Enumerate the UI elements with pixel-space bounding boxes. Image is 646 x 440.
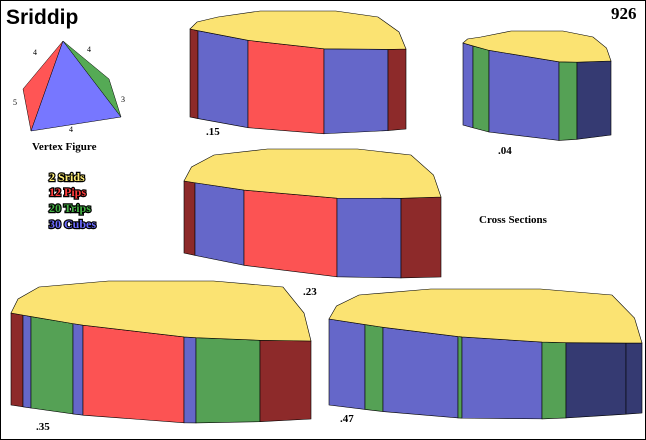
prism-top-face [183, 148, 442, 199]
section-label: .04 [498, 145, 512, 157]
prism-side-face [72, 323, 84, 416]
cross-section-015 [189, 10, 407, 135]
prism-side-face [22, 314, 32, 409]
vertex-edge-label: 4 [33, 48, 37, 57]
prism-side-face [457, 336, 463, 419]
section-label: .35 [36, 421, 50, 433]
prism-side-face [194, 182, 245, 266]
prism-side-face [259, 340, 312, 423]
prism-side-face [243, 189, 338, 278]
figure-title: Sriddip [6, 6, 78, 29]
prism-top-face [328, 288, 643, 344]
figure-number: 926 [611, 4, 637, 23]
cross-section-047 [328, 288, 643, 420]
section-label: .23 [303, 286, 317, 298]
prism-side-face [400, 196, 442, 279]
prism-side-face [336, 197, 402, 279]
legend-item-pips: 12 Pips [49, 185, 86, 199]
prism-side-face [183, 180, 196, 256]
prism-side-face [328, 318, 366, 410]
prism-side-face [576, 60, 612, 140]
section-label: .47 [340, 413, 354, 425]
vertex-face-green [62, 40, 122, 118]
prism-top-face [189, 10, 407, 50]
vertex-figure: 4 4 3 4 5 [13, 40, 125, 134]
prism-side-face [197, 30, 249, 129]
section-label: .15 [206, 126, 220, 138]
prism-top-face [10, 280, 312, 342]
legend-item-cubes: 30 Cubes [49, 217, 96, 231]
prism-side-face [488, 50, 560, 141]
legend: 2 Srids 12 Pips 20 Trips 30 Cubes [48, 169, 98, 232]
vertex-edge-label: 4 [69, 125, 73, 134]
prism-side-face [183, 336, 197, 424]
prism-side-face [558, 61, 578, 141]
vertex-edge-label: 4 [87, 45, 91, 54]
cross-section-035 [10, 280, 312, 424]
prism-side-face [387, 48, 407, 131]
vertex-figure-label: Vertex Figure [32, 141, 97, 153]
prism-side-face [461, 336, 543, 420]
prism-side-face [323, 48, 389, 135]
cross-sections-label: Cross Sections [479, 214, 548, 226]
prism-side-face [247, 40, 325, 135]
legend-item-trips: 20 Trips [49, 201, 91, 215]
legend-item-srids: 2 Srids [49, 170, 85, 184]
prism-side-face [364, 324, 384, 412]
cross-section-004 [462, 30, 612, 141]
prism-side-face [195, 337, 261, 424]
prism-side-face [189, 28, 199, 119]
prism-side-face [82, 324, 185, 424]
vertex-edge-label: 5 [13, 98, 17, 107]
prism-top-face [462, 30, 612, 63]
prism-side-face [625, 342, 643, 415]
prism-side-face [30, 316, 74, 415]
prism-side-face [462, 42, 474, 129]
prism-side-face [541, 341, 567, 420]
vertex-edge-label: 3 [121, 95, 125, 104]
prism-side-face [382, 326, 459, 419]
prism-side-face [472, 45, 490, 133]
cross-section-023 [183, 148, 442, 279]
prism-side-face [10, 312, 24, 408]
prism-side-face [565, 342, 627, 419]
